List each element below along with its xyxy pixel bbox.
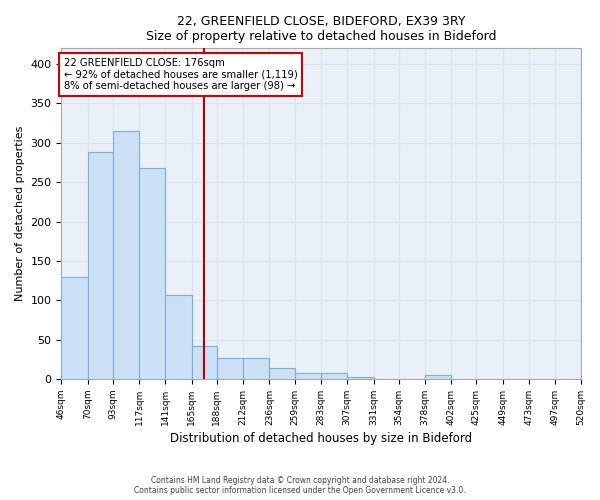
Bar [192,346,217,379]
Bar [61,276,88,379]
Bar [166,294,192,379]
X-axis label: Distribution of detached houses by size in Bideford: Distribution of detached houses by size … [170,432,472,445]
Bar [347,376,374,379]
Bar [217,358,243,379]
Text: Contains HM Land Registry data © Crown copyright and database right 2024.
Contai: Contains HM Land Registry data © Crown c… [134,476,466,495]
Bar [139,168,166,379]
Bar [243,358,269,379]
Bar [113,131,139,379]
Bar [425,375,451,379]
Bar [88,152,113,379]
Bar [269,368,295,379]
Text: 22 GREENFIELD CLOSE: 176sqm
← 92% of detached houses are smaller (1,119)
8% of s: 22 GREENFIELD CLOSE: 176sqm ← 92% of det… [64,58,298,91]
Bar [321,374,347,379]
Y-axis label: Number of detached properties: Number of detached properties [15,126,25,302]
Bar [295,372,321,379]
Title: 22, GREENFIELD CLOSE, BIDEFORD, EX39 3RY
Size of property relative to detached h: 22, GREENFIELD CLOSE, BIDEFORD, EX39 3RY… [146,15,496,43]
